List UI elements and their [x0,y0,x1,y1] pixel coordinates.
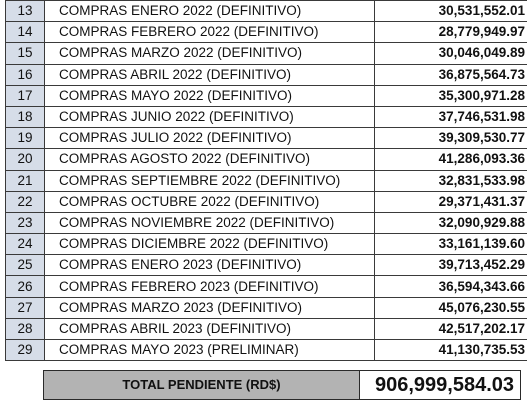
table-row: 23 COMPRAS NOVIEMBRE 2022 (DEFINITIVO) 32,… [5,211,527,235]
amount-cell[interactable]: 36,875,564.73 [374,63,527,86]
amount-cell[interactable]: 36,594,343.66 [374,275,527,298]
row-number-cell[interactable]: 14 [5,21,45,44]
description-cell[interactable]: COMPRAS ENERO 2023 (DEFINITIVO) [44,254,375,277]
amount-cell[interactable]: 28,779,949.97 [374,21,527,44]
table-row: 17 COMPRAS MAYO 2022 (DEFINITIVO) 35,300,9… [5,84,527,107]
amount-cell[interactable]: 32,090,929.88 [374,211,527,235]
table-row: 18 COMPRAS JUNIO 2022 (DEFINITIVO) 37,746,… [5,105,527,129]
row-number-cell[interactable]: 20 [5,148,45,171]
row-number-cell[interactable]: 16 [5,63,45,86]
table-row: 26 COMPRAS FEBRERO 2023 (DEFINITIVO) 36,59… [5,275,527,298]
table-row: 13 COMPRAS ENERO 2022 (DEFINITIVO) 30,531,… [5,0,527,23]
amount-cell[interactable]: 30,046,049.89 [374,42,527,65]
row-number-cell[interactable]: 27 [5,296,45,319]
purchases-table-body: 13 COMPRAS ENERO 2022 (DEFINITIVO) 30,531,… [5,0,527,362]
amount-cell[interactable]: 39,713,452.29 [374,254,527,277]
row-number-cell[interactable]: 19 [5,127,45,150]
row-number-cell[interactable]: 25 [5,254,45,277]
row-number-cell[interactable]: 26 [5,275,45,298]
description-cell[interactable]: COMPRAS ABRIL 2023 (DEFINITIVO) [44,317,375,341]
amount-cell[interactable]: 42,517,202.17 [374,317,527,341]
description-cell[interactable]: COMPRAS MARZO 2023 (DEFINITIVO) [44,296,375,319]
description-cell[interactable]: COMPRAS MAYO 2023 (PRELIMINAR) [44,338,375,362]
row-number-cell[interactable]: 29 [5,338,45,362]
description-cell[interactable]: COMPRAS MAYO 2022 (DEFINITIVO) [44,84,375,107]
amount-cell[interactable]: 29,371,431.37 [374,190,527,213]
row-number-cell[interactable]: 15 [5,42,45,65]
description-cell[interactable]: COMPRAS OCTUBRE 2022 (DEFINITIVO) [44,190,375,213]
description-cell[interactable]: COMPRAS ENERO 2022 (DEFINITIVO) [44,0,375,23]
description-cell[interactable]: COMPRAS AGOSTO 2022 (DEFINITIVO) [44,148,375,171]
description-cell[interactable]: COMPRAS FEBRERO 2023 (DEFINITIVO) [44,275,375,298]
amount-cell[interactable]: 37,746,531.98 [374,105,527,129]
description-cell[interactable]: COMPRAS NOVIEMBRE 2022 (DEFINITIVO) [44,211,375,235]
table-row: 14 COMPRAS FEBRERO 2022 (DEFINITIVO) 28,77… [5,21,527,44]
table-row: 16 COMPRAS ABRIL 2022 (DEFINITIVO) 36,875,… [5,63,527,86]
row-number-cell[interactable]: 24 [5,233,45,256]
amount-cell[interactable]: 32,831,533.98 [374,169,527,192]
table-row: 24 COMPRAS DICIEMBRE 2022 (DEFINITIVO) 33,… [5,233,527,256]
row-number-cell[interactable]: 13 [5,0,45,23]
description-cell[interactable]: COMPRAS DICIEMBRE 2022 (DEFINITIVO) [44,233,375,256]
total-row: TOTAL PENDIENTE (RD$) 906,999,584.03 [43,370,521,400]
amount-cell[interactable]: 33,161,139.60 [374,233,527,256]
description-cell[interactable]: COMPRAS FEBRERO 2022 (DEFINITIVO) [44,21,375,44]
table-row: 27 COMPRAS MARZO 2023 (DEFINITIVO) 45,076,… [5,296,527,319]
table-row: 19 COMPRAS JULIO 2022 (DEFINITIVO) 39,309,… [5,127,527,150]
purchases-table: 13 COMPRAS ENERO 2022 (DEFINITIVO) 30,531,… [5,0,527,362]
table-row: 28 COMPRAS ABRIL 2023 (DEFINITIVO) 42,517,… [5,317,527,341]
table-row: 20 COMPRAS AGOSTO 2022 (DEFINITIVO) 41,286… [5,148,527,171]
row-number-cell[interactable]: 23 [5,211,45,235]
amount-cell[interactable]: 39,309,530.77 [374,127,527,150]
total-label[interactable]: TOTAL PENDIENTE (RD$) [44,371,360,399]
description-cell[interactable]: COMPRAS MARZO 2022 (DEFINITIVO) [44,42,375,65]
table-row: 29 COMPRAS MAYO 2023 (PRELIMINAR) 41,130,7… [5,338,527,362]
row-number-cell[interactable]: 28 [5,317,45,341]
table-row: 25 COMPRAS ENERO 2023 (DEFINITIVO) 39,713,… [5,254,527,277]
amount-cell[interactable]: 35,300,971.28 [374,84,527,107]
table-row: 22 COMPRAS OCTUBRE 2022 (DEFINITIVO) 29,37… [5,190,527,213]
description-cell[interactable]: COMPRAS JULIO 2022 (DEFINITIVO) [44,127,375,150]
amount-cell[interactable]: 41,286,093.36 [374,148,527,171]
description-cell[interactable]: COMPRAS ABRIL 2022 (DEFINITIVO) [44,63,375,86]
table-row: 21 COMPRAS SEPTIEMBRE 2022 (DEFINITIVO) 32… [5,169,527,192]
row-number-cell[interactable]: 17 [5,84,45,107]
row-number-cell[interactable]: 21 [5,169,45,192]
amount-cell[interactable]: 41,130,735.53 [374,338,527,362]
description-cell[interactable]: COMPRAS JUNIO 2022 (DEFINITIVO) [44,105,375,129]
row-number-cell[interactable]: 18 [5,105,45,129]
total-value[interactable]: 906,999,584.03 [374,374,514,396]
description-cell[interactable]: COMPRAS SEPTIEMBRE 2022 (DEFINITIVO) [44,169,375,192]
table-row: 15 COMPRAS MARZO 2022 (DEFINITIVO) 30,046,… [5,42,527,65]
amount-cell[interactable]: 30,531,552.01 [374,0,527,23]
amount-cell[interactable]: 45,076,230.55 [374,296,527,319]
row-number-cell[interactable]: 22 [5,190,45,213]
